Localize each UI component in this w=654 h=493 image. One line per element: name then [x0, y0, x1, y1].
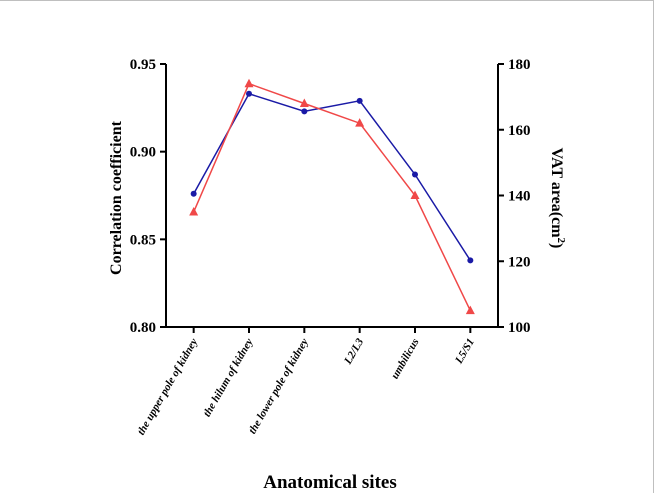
right-tick-label: 120	[508, 254, 531, 270]
axes-group	[165, 64, 499, 328]
series-group	[189, 78, 475, 315]
data-point-triangle	[410, 190, 420, 199]
right-tick-label: 100	[508, 320, 531, 336]
data-point-circle	[412, 171, 418, 178]
right-axis-title-close: )	[548, 243, 565, 248]
left-tick-label: 0.80	[130, 320, 156, 336]
data-point-circle	[246, 90, 252, 97]
data-point-triangle	[244, 78, 254, 88]
x-category-label: L5/S1	[453, 337, 477, 367]
right-axis-title-superscript: 2	[555, 238, 567, 244]
data-point-triangle	[189, 206, 199, 216]
x-category-label: the upper pole of kidney	[135, 336, 200, 437]
series-line-right	[193, 82, 471, 311]
data-point-triangle	[355, 118, 365, 127]
data-point-circle	[190, 190, 197, 197]
data-point-circle	[356, 97, 363, 104]
right-axis-title: VAT area(cm2)	[548, 148, 567, 249]
series-line-left	[193, 92, 471, 261]
x-axis-title: Anatomical sites	[263, 472, 397, 493]
data-point-circle	[467, 257, 474, 264]
data-point-circle	[301, 108, 308, 115]
ticks-group: 0.80 0.85 0.90 0.95 100 120 140 160 180	[130, 57, 531, 336]
category-labels-group: the upper pole of kidney the hilum of kid…	[135, 336, 477, 437]
right-axis-title-main: VAT area(cm	[548, 148, 565, 239]
left-axis-title: Correlation coefficient	[108, 120, 125, 275]
left-tick-label: 0.85	[130, 232, 156, 248]
data-point-triangle	[299, 98, 309, 107]
x-category-label: L2/L3	[342, 336, 367, 367]
right-tick-label: 160	[508, 123, 531, 139]
x-category-label: umbilicus	[389, 337, 422, 382]
x-category-label: the lower pole of kidney	[246, 336, 311, 436]
right-tick-label: 140	[508, 189, 531, 205]
x-category-label: the hilum of kidney	[201, 336, 256, 419]
right-tick-label: 180	[508, 57, 531, 73]
left-tick-label: 0.90	[130, 145, 156, 161]
data-point-triangle	[465, 305, 475, 315]
left-tick-label: 0.95	[130, 57, 156, 73]
